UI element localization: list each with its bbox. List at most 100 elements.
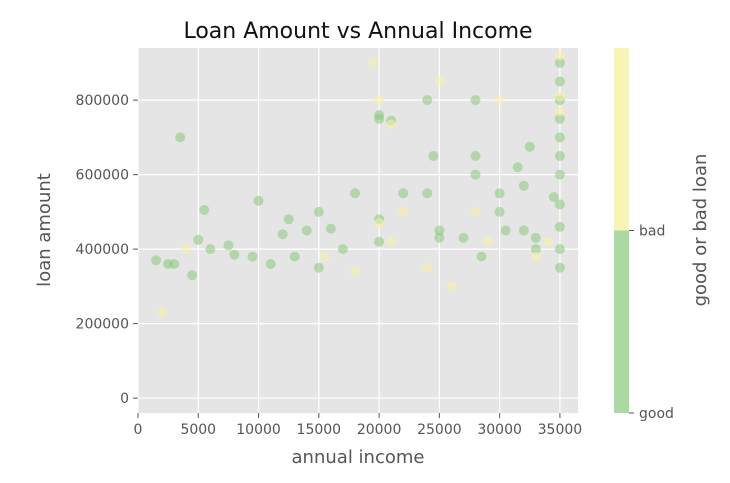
data-point-bad [374,95,385,106]
data-point-good [470,169,481,180]
data-point-good [434,225,445,236]
data-point-bad [470,206,481,217]
x-tick-label: 5000 [180,422,216,438]
data-point-good [289,251,300,262]
data-point-good [193,234,204,245]
data-point-good [494,206,505,217]
data-point-good [422,95,433,106]
data-point-good [476,251,487,262]
data-point-good [554,244,565,255]
data-point-good [229,249,240,260]
data-point-good [554,113,565,124]
data-point-good [205,244,216,255]
data-point-good [313,206,324,217]
data-point-good [265,259,276,269]
chart-title: Loan Amount vs Annual Income [183,19,532,44]
data-point-good [187,270,198,281]
data-point-good [374,236,385,247]
data-point-bad [554,106,565,117]
colorbar-tick-label-bad: bad [639,224,665,240]
x-tick-label: 35000 [538,422,583,438]
data-point-good [434,232,445,243]
data-points [151,50,565,318]
x-tick-label: 15000 [297,422,342,438]
data-point-bad [386,119,397,130]
x-tick-label: 25000 [417,422,462,438]
data-point-good [554,132,565,143]
data-point-good [337,244,348,255]
y-tick-label: 800000 [76,93,129,109]
x-axis-label: annual income [292,447,425,468]
data-point-good [199,205,210,215]
data-point-good [301,225,312,236]
data-point-good [458,232,469,243]
data-point-bad [181,244,192,255]
colorbar: good bad [614,48,674,422]
data-point-good [277,229,288,240]
data-point-good [554,151,565,161]
plot-background [138,48,578,413]
data-point-good [169,259,180,269]
data-point-good [530,244,541,255]
data-point-good [470,151,481,161]
data-point-bad [554,50,565,61]
data-point-good [428,151,439,161]
data-point-good [554,76,565,87]
data-point-good [223,240,234,251]
x-tick-label: 10000 [236,422,281,438]
data-point-good [247,251,258,262]
data-point-good [283,214,294,225]
data-point-good [530,232,541,243]
colorbar-tick-label-good: good [639,406,674,422]
data-point-good [374,113,385,124]
data-point-good [524,141,535,152]
data-point-good [512,162,523,173]
data-point-good [398,188,409,199]
colorbar-segment-good [614,230,629,413]
data-point-good [554,262,565,273]
data-point-bad [554,91,565,102]
y-tick-label: 200000 [76,317,129,333]
data-point-good [470,95,481,106]
data-point-bad [157,307,168,318]
axis-ticks: 0 5000 10000 15000 20000 25000 30000 35000 0 2000… [76,93,583,438]
data-point-bad [446,281,457,292]
x-tick-label: 30000 [477,422,522,438]
data-point-good [313,262,324,273]
y-tick-label: 400000 [76,242,129,258]
data-point-good [422,188,433,199]
data-point-bad [368,57,379,68]
colorbar-label: good or bad loan [690,154,711,307]
data-point-good [554,221,565,232]
data-point-good [500,225,511,236]
data-point-bad [374,218,385,229]
y-tick-label: 0 [120,391,129,407]
y-tick-label: 600000 [76,168,129,184]
data-point-bad [319,251,330,262]
data-point-good [253,195,264,206]
data-point-bad [350,266,360,277]
data-point-bad [434,76,445,87]
data-point-good [554,169,565,180]
data-point-good [518,225,529,236]
data-point-good [518,180,529,191]
x-tick-label: 20000 [357,422,402,438]
colorbar-segment-bad [614,48,629,231]
data-point-bad [386,236,397,247]
data-point-good [175,132,186,143]
data-point-good [151,255,162,266]
data-point-bad [530,251,541,262]
x-tick-label: 0 [134,422,143,438]
data-point-bad [422,262,433,273]
data-point-good [325,223,336,234]
data-point-bad [398,206,409,217]
data-point-bad [542,236,553,247]
data-point-good [554,199,565,210]
data-point-good [554,57,565,68]
data-point-good [548,192,559,202]
data-point-bad [494,95,505,106]
data-point-good [350,188,360,199]
data-point-good [494,188,505,199]
